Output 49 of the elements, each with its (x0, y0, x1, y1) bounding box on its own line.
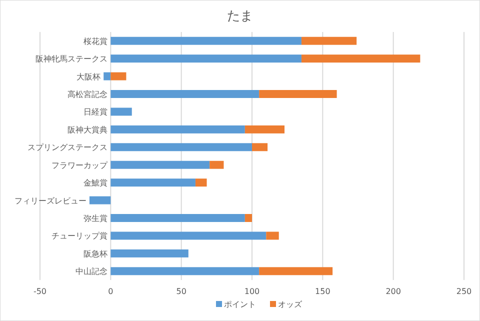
y-tick-label: 高松宮記念 (68, 90, 108, 99)
y-tick-label: 阪神大賞典 (68, 125, 108, 134)
bar (110, 214, 245, 222)
y-tick-label: 阪急杯 (84, 249, 108, 258)
bar (110, 108, 132, 116)
x-tick-label: 150 (315, 287, 330, 296)
bar (110, 90, 260, 98)
bar (301, 54, 420, 63)
bar (210, 160, 224, 169)
bar (259, 267, 333, 276)
bar (244, 125, 285, 134)
bar (110, 178, 196, 187)
bar (244, 214, 252, 222)
x-tick-label: -50 (33, 287, 47, 296)
x-tick-label: 0 (108, 287, 114, 296)
y-tick-label: チューリップ賞 (52, 232, 108, 241)
bar (110, 72, 126, 80)
bar (252, 143, 268, 152)
y-tick-label: 桜花賞 (84, 36, 108, 46)
bar (266, 232, 279, 240)
y-tick-label: スプリングステークス (28, 143, 108, 152)
bar (110, 160, 210, 169)
x-tick-label: 100 (244, 287, 260, 296)
bar (110, 125, 245, 134)
bar (104, 72, 111, 80)
y-tick-label: 阪神牝馬ステークス (36, 54, 108, 64)
legend-label: ポイント (224, 300, 256, 309)
bar (110, 143, 252, 152)
chart-title: たま (227, 9, 253, 24)
bar (259, 90, 337, 98)
y-tick-label: 大阪杯 (76, 72, 101, 82)
legend-label: オッズ (278, 300, 303, 309)
x-tick-label: 200 (386, 287, 401, 296)
y-tick-label: フラワーカップ (52, 160, 109, 170)
bar (301, 36, 357, 45)
y-tick-label: 金鯱賞 (84, 178, 108, 188)
bar (110, 249, 188, 258)
x-tick-label: 250 (456, 287, 472, 296)
y-tick-label: 中山記念 (76, 267, 108, 276)
bar (89, 196, 111, 204)
x-tick-label: 50 (176, 287, 186, 296)
bar (110, 36, 302, 45)
bar (195, 178, 207, 187)
y-tick-label: 日経賞 (84, 108, 108, 117)
bar (110, 232, 266, 240)
y-tick-label: フィリーズレビュー (14, 196, 86, 206)
bar (110, 267, 260, 276)
y-tick-label: 弥生賞 (84, 214, 108, 223)
bar (110, 54, 302, 63)
